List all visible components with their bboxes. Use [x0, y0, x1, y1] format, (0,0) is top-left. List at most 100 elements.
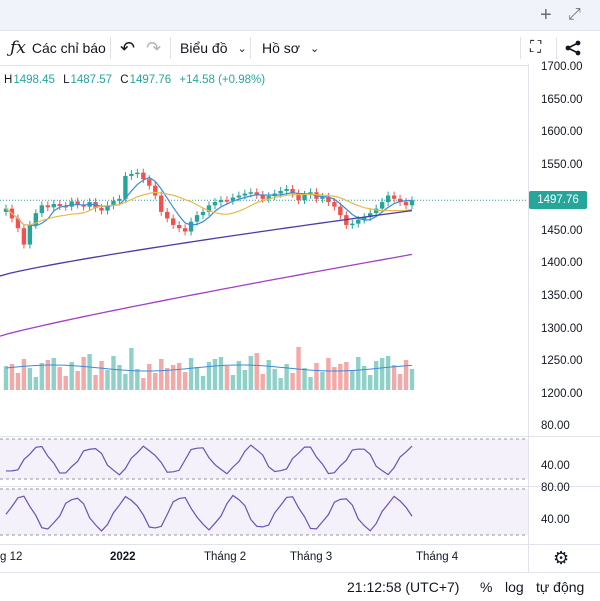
- price-pane[interactable]: [0, 64, 528, 436]
- candle-body: [141, 172, 146, 180]
- volume-bar: [75, 371, 80, 390]
- oscillator-pane-1[interactable]: [0, 436, 528, 487]
- chart-type-dropdown[interactable]: Biểu đồ ⌄: [180, 31, 247, 65]
- volume-bar: [21, 359, 27, 390]
- oscillator-2-line: [5, 494, 413, 532]
- axis-divider: [529, 436, 600, 437]
- oscillator-band: [0, 489, 528, 535]
- candle-body: [75, 201, 80, 205]
- candle-body: [326, 196, 331, 203]
- oscillator-2-chart: [0, 488, 528, 536]
- volume-bar: [182, 372, 188, 390]
- candle-body: [182, 228, 188, 232]
- volume-bar: [176, 363, 182, 390]
- volume-bar: [111, 356, 116, 390]
- volume-bar: [350, 371, 355, 390]
- ma-long-line: [0, 209, 413, 277]
- volume-bar: [3, 366, 9, 390]
- volume-bar: [385, 356, 391, 390]
- volume-bar: [356, 357, 361, 390]
- price-axis-label: 1550.00: [541, 159, 583, 172]
- volume-bar: [320, 372, 325, 390]
- volume-bar: [403, 360, 409, 390]
- volume-bar: [33, 377, 39, 390]
- time-label-2022: 2022: [110, 551, 136, 563]
- oscillator-band: [0, 439, 528, 479]
- log-scale-toggle[interactable]: log: [505, 579, 524, 595]
- volume-bar: [93, 375, 98, 390]
- volume-bar: [147, 364, 152, 390]
- auto-scale-toggle[interactable]: tự động: [536, 579, 585, 595]
- volume-bar: [230, 375, 236, 390]
- candle-body: [278, 190, 283, 194]
- percent-scale-toggle[interactable]: %: [480, 579, 493, 595]
- candle-body: [15, 218, 21, 229]
- candle-body: [69, 201, 74, 207]
- time-label-apr: Tháng 4: [416, 551, 459, 563]
- volume-bar: [368, 375, 373, 390]
- volume-bar: [212, 359, 218, 390]
- price-axis-label: 1600.00: [541, 126, 583, 139]
- volume-bar: [236, 361, 242, 390]
- price-axis-label: 1350.00: [541, 289, 583, 302]
- volume-bar: [284, 364, 289, 390]
- volume-bar: [218, 357, 224, 390]
- close-key: C: [120, 74, 129, 86]
- candle-body: [302, 194, 307, 201]
- fullscreen-icon[interactable]: ⛶: [530, 39, 542, 56]
- share-icon[interactable]: [564, 31, 582, 65]
- change-value: +14.58 (+0.98%): [179, 74, 266, 86]
- candle-body: [391, 195, 397, 199]
- volume-bar: [224, 366, 230, 390]
- candle-body: [159, 195, 164, 212]
- profile-label: Hồ sơ: [262, 40, 300, 56]
- osc2-axis-40: 40.00: [541, 514, 570, 526]
- volume-bar: [99, 361, 104, 390]
- oscillator-pane-2[interactable]: [0, 486, 528, 545]
- volume-bar: [153, 373, 158, 390]
- gear-icon[interactable]: ⚙: [553, 548, 570, 568]
- volume-bar: [69, 362, 74, 390]
- axis-divider: [529, 486, 600, 487]
- volume-bar: [272, 369, 277, 390]
- add-icon[interactable]: +: [540, 4, 552, 26]
- candle-body: [338, 206, 343, 216]
- ohlc-legend: H1498.45 L1487.57 C1497.76 +14.58 (+0.98…: [4, 74, 270, 86]
- volume-bar: [409, 369, 415, 390]
- candle-body: [57, 204, 62, 206]
- chart-settings[interactable]: ⚙: [528, 544, 600, 573]
- undo-icon[interactable]: ↶: [120, 37, 136, 58]
- candle-body: [248, 192, 253, 194]
- clock-time[interactable]: 21:12:58 (UTC+7): [347, 579, 460, 595]
- candle-body: [236, 195, 242, 198]
- volume-bar: [379, 358, 385, 390]
- candle-body: [290, 188, 295, 194]
- profile-dropdown[interactable]: Hồ sơ ⌄: [262, 31, 319, 65]
- candle-body: [266, 196, 271, 199]
- indicators-button[interactable]: ƒx Các chỉ báo: [10, 31, 106, 65]
- time-axis[interactable]: g 12 2022 Tháng 2 Tháng 3 Tháng 4: [0, 544, 528, 573]
- volume-bar: [15, 373, 21, 390]
- price-axis[interactable]: 1700.001650.001600.001550.001500.001450.…: [528, 61, 600, 544]
- candle-body: [230, 197, 236, 201]
- volume-bar: [391, 365, 397, 390]
- price-axis-label: 1450.00: [541, 224, 583, 237]
- price-axis-label: 1200.00: [541, 388, 583, 400]
- chart-toolbar: ƒx Các chỉ báo ↶ ↷ Biểu đồ ⌄ Hồ sơ ⌄ ⛶: [0, 30, 600, 66]
- expand-icon[interactable]: ⤢: [568, 6, 581, 23]
- volume-bar: [165, 368, 170, 390]
- candle-body: [105, 205, 110, 211]
- price-axis-label: 1650.00: [541, 93, 583, 106]
- volume-bar: [105, 370, 110, 390]
- volume-bar: [170, 365, 176, 390]
- chart-type-label: Biểu đồ: [180, 40, 228, 56]
- redo-icon[interactable]: ↷: [146, 37, 162, 58]
- candle-body: [170, 218, 176, 225]
- candle-body: [3, 208, 9, 212]
- candle-body: [39, 205, 45, 214]
- candle-body: [356, 219, 361, 224]
- volume-bar: [397, 374, 403, 390]
- price-axis-label: 1250.00: [541, 355, 583, 368]
- volume-bar: [260, 374, 265, 390]
- volume-bar: [373, 361, 379, 390]
